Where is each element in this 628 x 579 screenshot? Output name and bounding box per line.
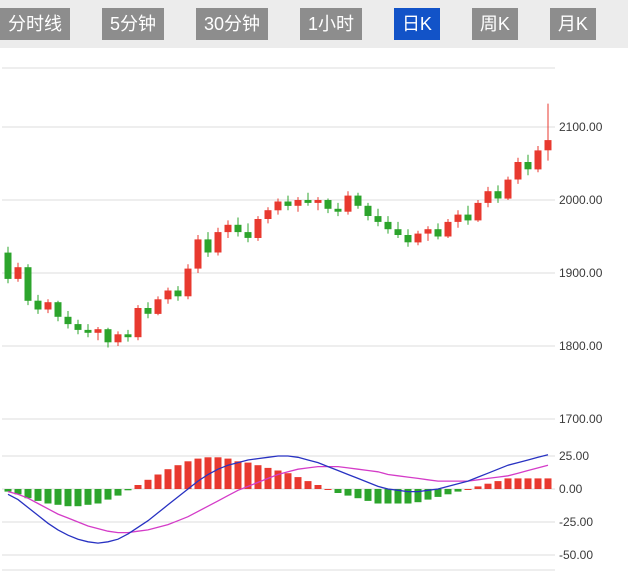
timeframe-button-5[interactable]: 日K — [393, 8, 440, 40]
timeframe-button-6[interactable]: 周K — [471, 8, 518, 40]
axis-label: -50.00 — [559, 548, 593, 562]
axis-label: 1800.00 — [559, 339, 603, 353]
timeframe-button-4[interactable]: 1小时 — [299, 8, 362, 40]
timeframe-button-2[interactable]: 5分钟 — [101, 8, 164, 40]
timeframe-button-3[interactable]: 30分钟 — [195, 8, 268, 40]
timeframe-button-7[interactable]: 月K — [549, 8, 596, 40]
axis-label: -25.00 — [559, 515, 593, 529]
axis-label: 1900.00 — [559, 266, 603, 280]
axis-label: 1700.00 — [559, 412, 603, 426]
axis-label: 2000.00 — [559, 193, 603, 207]
axis-label: 25.00 — [559, 449, 589, 463]
timeframe-toolbar: 分时线 5分钟 30分钟 1小时 日K 周K 月K — [0, 0, 628, 48]
axis-label: 2100.00 — [559, 120, 603, 134]
timeframe-button-1[interactable]: 分时线 — [0, 8, 70, 40]
axis-label: 0.00 — [559, 482, 583, 496]
